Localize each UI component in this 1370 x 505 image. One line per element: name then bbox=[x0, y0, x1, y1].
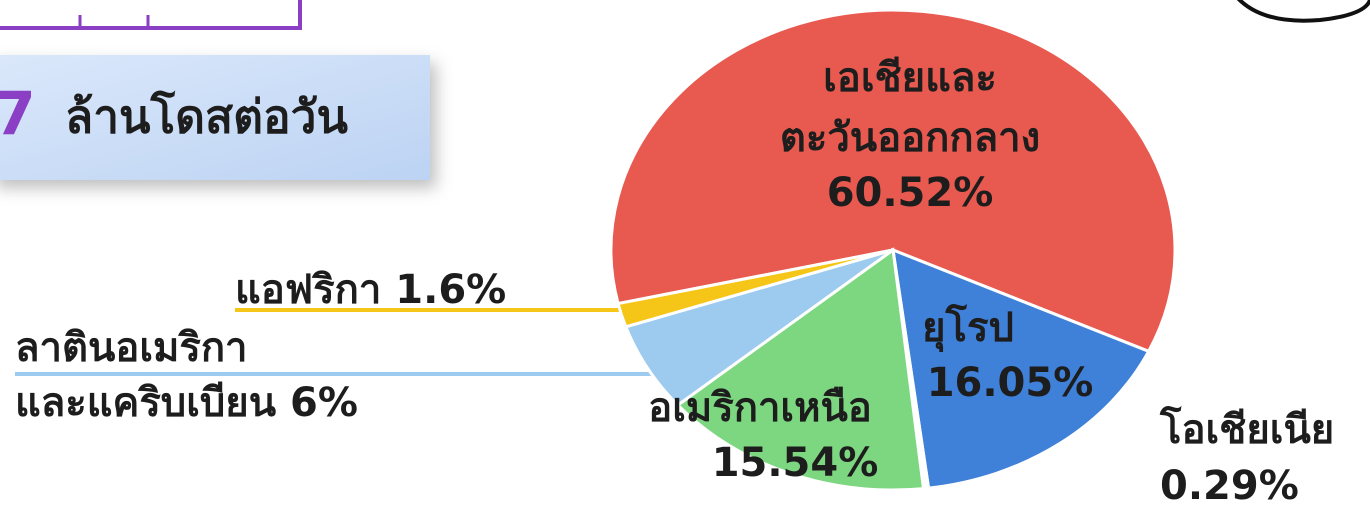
pie bbox=[609, 8, 1177, 492]
slice-label: ลาตินอเมริกา bbox=[15, 325, 248, 371]
frame-decoration bbox=[0, 0, 302, 30]
slice-label: อเมริกาเหนือ bbox=[648, 385, 872, 431]
banner-number: 7 bbox=[0, 80, 36, 150]
slice-label: ตะวันออกกลาง bbox=[780, 115, 1040, 161]
value-label: 60.52% bbox=[827, 170, 994, 216]
category-label: ลาตินอเมริกา bbox=[15, 325, 248, 371]
category-label: และแคริบเบียน bbox=[15, 380, 276, 426]
category-label: เอเชียและ bbox=[823, 55, 997, 101]
value-label: 16.05% bbox=[927, 360, 1094, 406]
slice-label: แอฟริกา 1.6% bbox=[235, 267, 506, 313]
slice-label: และแคริบเบียน 6% bbox=[15, 380, 358, 426]
pie-slice bbox=[616, 248, 894, 329]
slice-label: เอเชียและ bbox=[823, 55, 997, 101]
pie-slice bbox=[609, 8, 1177, 354]
corner-decoration bbox=[1236, 0, 1370, 23]
category-label: ยุโรป bbox=[922, 304, 1014, 353]
category-label: อเมริกาเหนือ bbox=[648, 385, 872, 431]
slice-label: โอเชียเนีย bbox=[1159, 406, 1334, 453]
banner bbox=[0, 55, 430, 180]
pie-slice bbox=[891, 247, 1151, 490]
category-label: แอฟริกา bbox=[235, 267, 381, 313]
value-label: 1.6% bbox=[395, 267, 506, 313]
pie-slice bbox=[675, 247, 926, 492]
category-label: โอเชียเนีย bbox=[1159, 406, 1334, 453]
value-label: 0.29% bbox=[1160, 463, 1299, 505]
slice-label: ยุโรป bbox=[922, 304, 1014, 353]
banner-text: ล้านโดสต่อวัน bbox=[65, 90, 348, 144]
value-label: 6% bbox=[290, 380, 358, 426]
value-label: 15.54% bbox=[712, 440, 879, 486]
category-label: ตะวันออกกลาง bbox=[780, 115, 1040, 161]
